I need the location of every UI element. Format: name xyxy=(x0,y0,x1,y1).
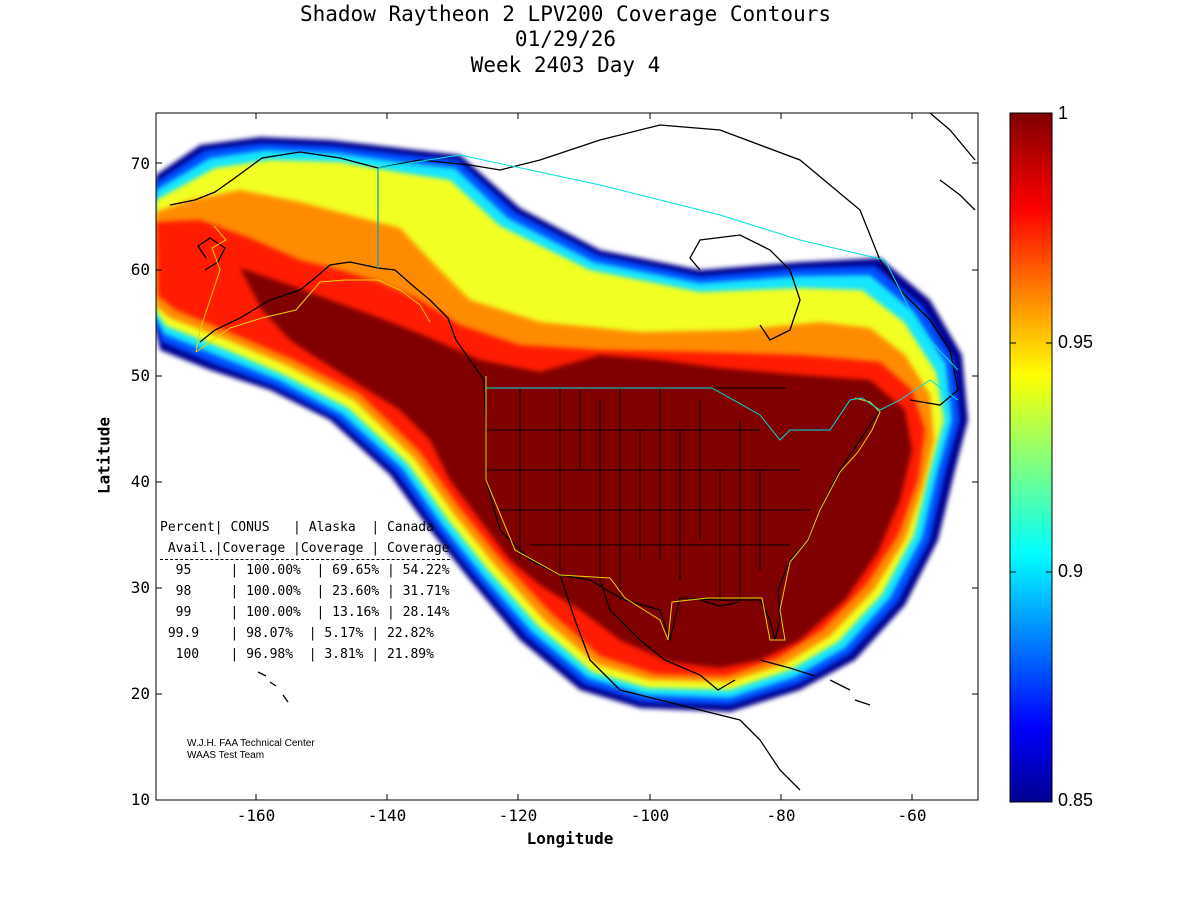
x-axis-label: Longitude xyxy=(526,829,614,848)
y-tick-label: 60 xyxy=(130,260,150,279)
coastlines xyxy=(169,113,976,791)
table-row: 95 | 100.00% | 69.65% | 54.22% xyxy=(160,563,450,578)
y-tick-label: 40 xyxy=(130,472,150,491)
colorbar-ticks xyxy=(1010,342,1052,573)
tick-marks xyxy=(156,113,978,800)
colorbar-tick-label: 0.95 xyxy=(1058,332,1094,352)
title-line-1: Shadow Raytheon 2 LPV200 Coverage Contou… xyxy=(299,2,831,26)
us-canada-border xyxy=(377,154,959,441)
x-tick-label: -80 xyxy=(766,806,796,825)
x-tick-label: -120 xyxy=(498,806,538,825)
y-tick-label: 10 xyxy=(130,790,150,809)
y-tick-label: 70 xyxy=(130,154,150,173)
greenland-edge xyxy=(929,113,976,211)
band-dark-red xyxy=(240,268,912,668)
conus-service-volume xyxy=(485,376,881,641)
table-row: 99 | 100.00% | 13.16% | 28.14% xyxy=(160,605,450,620)
hawaii xyxy=(257,671,289,703)
x-tick-label: -140 xyxy=(367,806,407,825)
table-header-row: Percent| CONUS | Alaska | Canada xyxy=(160,520,434,535)
x-tick-label: -100 xyxy=(630,806,670,825)
credit-line-1: W.J.H. FAA Technical Center xyxy=(187,738,315,749)
table-row: 100 | 96.98% | 3.81% | 21.89% xyxy=(160,647,434,662)
colorbar-tick-label: 0.85 xyxy=(1058,790,1094,810)
colorbar xyxy=(1009,112,1053,803)
y-tick-label: 50 xyxy=(130,366,150,385)
table-header-row: Avail.|Coverage |Coverage | Coverage xyxy=(160,538,450,560)
credit-text: W.J.H. FAA Technical Center WAAS Test Te… xyxy=(187,738,315,762)
title-line-3: Week 2403 Day 4 xyxy=(470,53,661,77)
y-tick-label: 20 xyxy=(130,684,150,703)
credit-line-2: WAAS Test Team xyxy=(187,750,265,761)
mexico-coast xyxy=(559,574,801,791)
caribbean-islands xyxy=(759,659,871,706)
table-row: 99.9 | 98.07% | 5.17% | 22.82% xyxy=(160,626,434,641)
coverage-contours xyxy=(156,137,968,712)
table-row: 98 | 100.00% | 23.60% | 31.71% xyxy=(160,584,450,599)
colorbar-tick-label: 0.9 xyxy=(1058,561,1084,581)
y-tick-label: 30 xyxy=(130,578,150,597)
x-tick-label: -160 xyxy=(236,806,276,825)
title-line-2: 01/29/26 xyxy=(514,27,617,51)
colorbar-tick-label: 1 xyxy=(1058,103,1069,123)
plot-frame xyxy=(155,112,979,801)
alaska-service-volume xyxy=(195,225,431,353)
coverage-table: Percent| CONUS | Alaska | Canada Avail.|… xyxy=(160,517,450,665)
x-tick-label: -60 xyxy=(897,806,927,825)
y-axis-label: Latitude xyxy=(94,416,114,495)
service-volumes xyxy=(195,154,959,641)
